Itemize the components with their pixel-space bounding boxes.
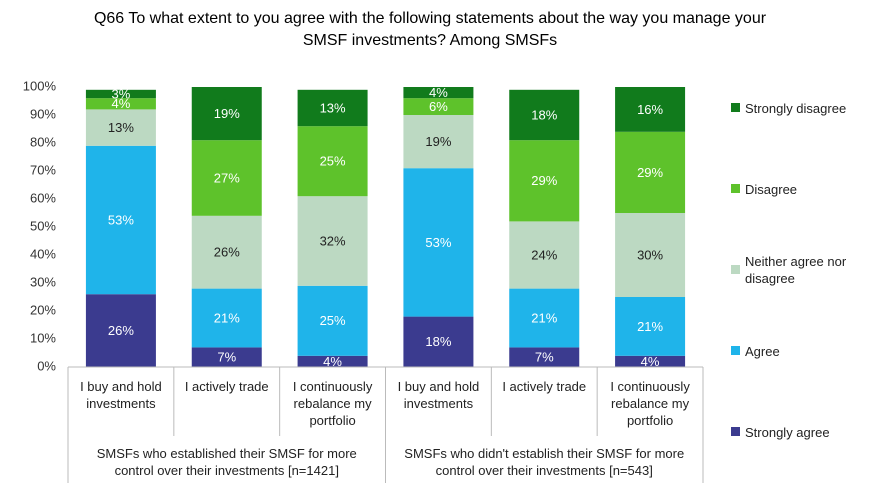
bar-segment [297,89,368,127]
bar-segment [191,288,262,348]
group-label: SMSFs who established their SMSF for mor… [96,446,357,478]
bar-segment [509,140,580,222]
data-label: 3% [112,86,131,101]
y-tick-label: 100% [23,78,57,93]
bar-segment [615,355,686,367]
bar-segment [297,196,368,286]
y-tick-label: 10% [30,330,56,345]
bar-segment [509,288,580,348]
bar-segment [403,115,474,169]
data-label: 21% [214,310,240,325]
legend-label: Strongly agree [745,424,830,440]
bar-segment [297,285,368,356]
legend-swatch [731,103,740,112]
bar-segment [615,87,686,132]
bar-segment [85,98,156,110]
data-label: 29% [637,165,663,180]
bar-segment [85,145,156,295]
x-tick-label: I actively trade [502,379,587,394]
legend-label: Disagree [745,181,798,197]
bar-segment [403,87,474,99]
data-label: 32% [320,233,346,248]
data-label: 18% [425,334,451,349]
data-label: 26% [214,245,240,260]
data-label: 4% [641,354,660,369]
y-tick-label: 40% [30,246,56,261]
chart-title: Q66 To what extent to you agree with the… [93,10,767,49]
bar-segment [615,213,686,297]
x-tick-label: I buy and hold investments [397,379,480,411]
bar-segment [85,89,156,99]
bar-segment [191,347,262,367]
data-label: 25% [320,313,346,328]
data-label: 18% [531,107,557,122]
bar-segment [615,297,686,356]
bar-segment [403,98,474,115]
data-label: 24% [531,247,557,262]
data-label: 30% [637,247,663,262]
y-tick-label: 30% [30,274,56,289]
bar-segment [615,131,686,213]
x-tick-label: I buy and hold investments [80,379,162,411]
data-label: 16% [637,102,663,117]
data-label: 53% [425,235,451,250]
y-tick-label: 90% [30,106,56,121]
data-label: 4% [112,96,131,111]
bar-segment [191,87,262,141]
bar-segment [509,89,580,141]
data-label: 13% [108,120,134,135]
y-tick-label: 0% [37,358,56,373]
bar-segment [403,316,474,367]
data-label: 26% [108,323,134,338]
y-tick-label: 20% [30,302,56,317]
bar-segment [85,294,156,367]
data-label: 6% [429,99,448,114]
data-label: 21% [531,310,557,325]
bar-segment [85,109,156,146]
legend-swatch [731,265,740,274]
data-label: 7% [217,350,236,365]
data-label: 19% [214,106,240,121]
y-tick-label: 80% [30,134,56,149]
data-label: 27% [214,170,240,185]
data-label: 13% [320,100,346,115]
data-label: 4% [429,85,448,100]
legend-swatch [731,427,740,436]
bar-segment [191,140,262,216]
x-tick-label: I continuously rebalance my portfolio [610,379,690,428]
bar-segment [403,168,474,317]
y-tick-label: 50% [30,218,56,233]
legend-label: Neither agree nor disagree [745,254,847,286]
bar-segment [297,126,368,197]
data-label: 25% [320,154,346,169]
data-label: 7% [535,350,554,365]
data-label: 53% [108,212,134,227]
legend-swatch [731,184,740,193]
data-label: 19% [425,134,451,149]
legend-label: Agree [745,343,780,359]
bar-segment [509,347,580,367]
bar-segment [509,221,580,289]
y-tick-label: 60% [30,190,56,205]
x-tick-label: I continuously rebalance my portfolio [292,379,373,428]
legend-label: Strongly disagree [745,100,847,116]
bar-segment [297,355,368,367]
data-label: 21% [637,319,663,334]
data-label: 4% [323,354,342,369]
y-tick-label: 70% [30,162,56,177]
group-label: SMSFs who didn't establish their SMSF fo… [404,446,685,478]
bar-segment [191,215,262,289]
legend-swatch [731,346,740,355]
data-label: 29% [531,173,557,188]
x-tick-label: I actively trade [184,379,269,394]
